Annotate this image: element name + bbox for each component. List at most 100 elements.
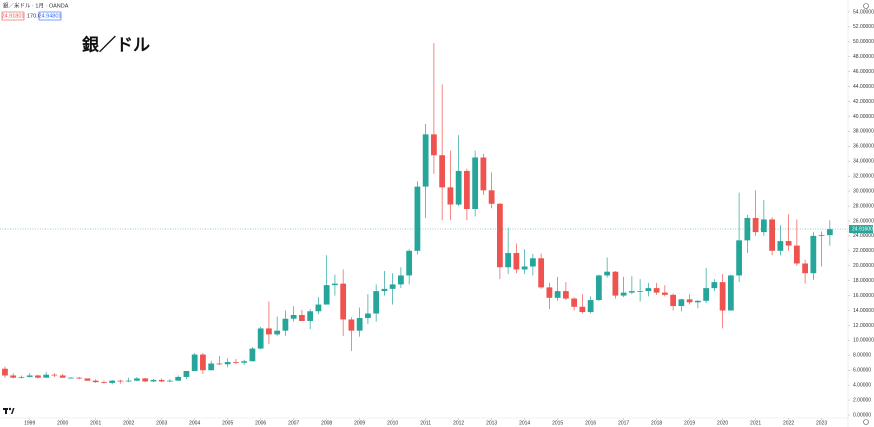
x-tick-label: 2020 [717, 420, 728, 426]
last-price-label: 24.91600 [852, 226, 873, 232]
candle-body [340, 283, 347, 320]
x-tick-label: 2017 [618, 420, 629, 426]
x-tick-label: 2010 [387, 420, 398, 426]
candle-body [793, 245, 800, 264]
candle-body [282, 318, 289, 331]
y-tick-label: 12.00000 [853, 323, 874, 329]
x-tick-label: 2016 [585, 420, 596, 426]
y-tick-label: 54.00000 [853, 9, 874, 15]
candle-body [464, 170, 470, 209]
x-tick-label: 2006 [255, 420, 266, 426]
y-tick-label: 28.00000 [853, 203, 874, 209]
candle-body [612, 271, 619, 296]
candle-body [431, 134, 437, 156]
x-tick-label: 2009 [354, 420, 365, 426]
candle-body [84, 378, 91, 381]
candle-body [447, 187, 454, 205]
candle-body [117, 380, 124, 382]
candle-body [315, 304, 322, 312]
candle-body [125, 380, 132, 382]
candle-body [150, 379, 157, 382]
candle-body [101, 382, 107, 383]
candle-body [711, 282, 718, 289]
chart-title: 銀／ドル [82, 34, 150, 54]
y-tick-label: 2.00000 [853, 397, 871, 403]
candle-body [241, 361, 248, 363]
candle-body [604, 271, 611, 276]
candle-body [513, 253, 520, 270]
candle-body [183, 370, 190, 377]
y-tick-label: 32.00000 [853, 173, 874, 179]
candle-body [422, 134, 429, 187]
x-tick-label: 2004 [189, 420, 200, 426]
candle-body [109, 380, 116, 383]
candle-body [249, 348, 256, 362]
x-tick-label: 2013 [486, 420, 497, 426]
x-tick-label: 2014 [519, 420, 530, 426]
candle-body [645, 288, 652, 292]
candle-body [307, 311, 314, 321]
candle-body [356, 317, 363, 331]
candle-body [562, 291, 569, 299]
candle-body [628, 291, 635, 293]
candle-body [670, 294, 677, 307]
settings-icon[interactable] [863, 3, 869, 9]
y-tick-label: 52.00000 [853, 24, 874, 30]
bid-box[interactable] [1, 11, 25, 21]
candle-body [43, 374, 50, 378]
candle-body [59, 375, 66, 378]
y-tick-label: 40.00000 [853, 114, 874, 120]
candle-body [571, 298, 578, 307]
candle-body [35, 375, 41, 378]
candle-body [233, 362, 239, 363]
y-tick-label: 16.00000 [853, 293, 874, 299]
y-tick-label: 0.00000 [853, 412, 871, 418]
candle-body [389, 284, 396, 289]
candle-body [530, 258, 536, 267]
tv-logo [3, 407, 15, 414]
candle-body [595, 275, 602, 301]
candle-body [480, 157, 487, 191]
x-tick-label: 2022 [783, 420, 794, 426]
x-tick-label: 2000 [57, 420, 68, 426]
x-tick-label: 2003 [156, 420, 167, 426]
candle-body [554, 291, 561, 298]
candle-body [488, 190, 495, 204]
candle-body [365, 313, 371, 318]
x-tick-label: 2023 [816, 420, 827, 426]
candle-body [455, 170, 462, 205]
x-tick-label: 2015 [552, 420, 563, 426]
x-tick-label: 2019 [684, 420, 695, 426]
ask-box[interactable] [38, 11, 62, 21]
x-tick-label: 2008 [321, 420, 332, 426]
candle-body [439, 155, 446, 188]
candle-body [299, 314, 305, 321]
candle-body [290, 314, 297, 319]
candle-body [752, 217, 759, 233]
candle-body [727, 275, 734, 311]
candle-body [579, 306, 586, 313]
candle-body [703, 288, 710, 301]
x-tick-label: 1999 [24, 420, 35, 426]
candle-body [224, 362, 231, 365]
candle-body [51, 374, 58, 376]
candle-body [472, 157, 479, 209]
candle-body [175, 376, 182, 381]
axis-settings-icon[interactable] [863, 419, 869, 425]
candle-body [10, 375, 17, 378]
y-tick-label: 42.00000 [853, 99, 874, 105]
candle-body [587, 300, 594, 313]
last-price-box [849, 225, 873, 234]
candle-body [719, 282, 726, 311]
y-tick-label: 44.00000 [853, 84, 874, 90]
x-tick-label: 2021 [750, 420, 761, 426]
candle-body [134, 378, 140, 381]
candle-body [406, 250, 413, 276]
candle-body [18, 376, 25, 378]
candle-body [497, 203, 503, 268]
y-tick-label: 24.00000 [853, 233, 874, 239]
candle-body [637, 291, 644, 292]
candle-body [538, 258, 545, 288]
